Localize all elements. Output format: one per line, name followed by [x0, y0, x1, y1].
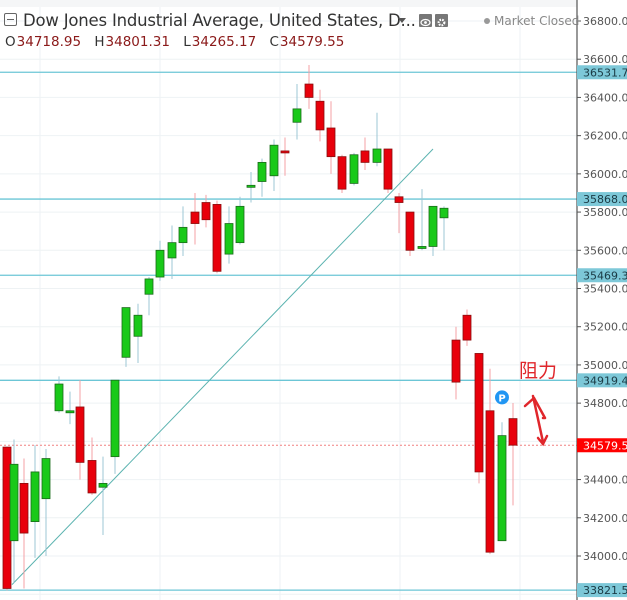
- candle-body[interactable]: [155, 249, 165, 278]
- resistance-annotation: 阻力: [519, 360, 558, 382]
- axis-tick-label: 35800.00: [583, 206, 627, 219]
- candle-body[interactable]: [360, 150, 370, 163]
- candle-body[interactable]: [394, 196, 404, 203]
- axis-tick-label: 34400.00: [583, 474, 627, 487]
- candle-body[interactable]: [349, 154, 359, 184]
- candle-body[interactable]: [246, 184, 256, 188]
- candle-body[interactable]: [304, 83, 314, 98]
- last-price-label-bg: [577, 438, 627, 453]
- price-level-label-bg: [577, 583, 627, 598]
- close-label: C: [269, 34, 279, 50]
- price-level-label: 33821.52: [583, 584, 627, 597]
- high-label: H: [94, 34, 105, 50]
- candle-body[interactable]: [65, 410, 75, 414]
- price-level-label: 35868.03: [583, 193, 627, 206]
- low-value: 34265.17: [191, 34, 257, 50]
- drawn-arrow-icon: [523, 396, 547, 420]
- close-value: 34579.55: [279, 34, 345, 50]
- axis-tick-label: 36200.00: [583, 130, 627, 143]
- candle-body[interactable]: [508, 418, 518, 446]
- low-label: L: [183, 34, 191, 50]
- candle-body[interactable]: [292, 108, 302, 123]
- candle-body[interactable]: [257, 161, 267, 182]
- price-level-label: 34919.43: [583, 374, 627, 387]
- market-status-text: Market Closed: [494, 14, 580, 28]
- high-value: 34801.31: [105, 34, 170, 50]
- candle-body[interactable]: [474, 353, 484, 473]
- candle-body[interactable]: [212, 204, 222, 272]
- candle-body[interactable]: [462, 314, 472, 341]
- top-bar: [0, 0, 627, 7]
- trendline[interactable]: [11, 148, 434, 586]
- candle-body[interactable]: [224, 223, 234, 255]
- candle-body[interactable]: [110, 379, 120, 458]
- candle-body[interactable]: [497, 435, 507, 542]
- axis-tick-label: 35600.00: [583, 244, 627, 257]
- candle-body[interactable]: [75, 406, 85, 463]
- candle-body[interactable]: [280, 150, 290, 154]
- candle-body[interactable]: [315, 100, 325, 131]
- candle-body[interactable]: [190, 211, 200, 224]
- open-value: 34718.95: [16, 34, 82, 50]
- chart-title[interactable]: Dow Jones Industrial Average, United Sta…: [4, 11, 416, 30]
- chevron-down-icon[interactable]: [398, 18, 406, 23]
- axis-tick-label: 34200.00: [583, 512, 627, 525]
- candle-body[interactable]: [167, 242, 177, 259]
- candle-body[interactable]: [19, 482, 29, 534]
- collapse-icon[interactable]: [4, 13, 17, 26]
- candle-body[interactable]: [417, 246, 427, 249]
- candle-body[interactable]: [337, 156, 347, 190]
- candle-body[interactable]: [54, 383, 64, 412]
- candle-body[interactable]: [372, 148, 382, 163]
- ohlc-values: O34718.95 H34801.31 L34265.17 C34579.55: [5, 34, 353, 50]
- candle-body[interactable]: [235, 205, 245, 244]
- candle-body[interactable]: [9, 463, 19, 542]
- price-axis[interactable]: [577, 0, 627, 600]
- candle-body[interactable]: [87, 460, 97, 494]
- candle-body[interactable]: [98, 482, 108, 488]
- axis-tick-label: 36600.00: [583, 53, 627, 66]
- drawn-arrow-head-icon: [531, 394, 549, 447]
- candle-body[interactable]: [178, 226, 188, 244]
- event-marker-icon[interactable]: [495, 390, 509, 405]
- axis-tick-label: 35400.00: [583, 282, 627, 295]
- candle-body[interactable]: [41, 458, 51, 500]
- candle-body[interactable]: [30, 471, 40, 523]
- candle-body[interactable]: [428, 205, 438, 247]
- axis-tick-label: 35000.00: [583, 359, 627, 372]
- candle-body[interactable]: [144, 278, 154, 295]
- gear-icon[interactable]: [435, 14, 448, 27]
- axis-tick-label: 35200.00: [583, 321, 627, 334]
- last-price-label: 34579.55: [583, 439, 627, 452]
- symbol-title: Dow Jones Industrial Average, United Sta…: [23, 11, 416, 30]
- candle-body[interactable]: [451, 339, 461, 383]
- candle-body[interactable]: [269, 144, 279, 177]
- candle-body[interactable]: [201, 202, 211, 221]
- price-level-label: 36531.71: [583, 66, 627, 79]
- status-dot-icon: [484, 18, 490, 24]
- candle-body[interactable]: [326, 127, 336, 158]
- candle-body[interactable]: [121, 307, 131, 358]
- price-level-label-bg: [577, 65, 627, 80]
- axis-tick-label: 34000.00: [583, 550, 627, 563]
- candle-body[interactable]: [383, 148, 393, 190]
- axis-tick-label: 36000.00: [583, 168, 627, 181]
- market-status: Market Closed: [484, 14, 579, 28]
- price-level-label-bg: [577, 268, 627, 283]
- price-level-label-bg: [577, 373, 627, 388]
- candle-body[interactable]: [485, 410, 495, 553]
- open-label: O: [5, 34, 16, 50]
- event-marker-label: P: [498, 393, 505, 404]
- eye-icon[interactable]: [419, 14, 432, 27]
- candle-body[interactable]: [405, 211, 415, 251]
- candle-body[interactable]: [133, 314, 143, 337]
- price-level-label-bg: [577, 192, 627, 207]
- axis-tick-label: 36800.00: [583, 15, 627, 28]
- axis-tick-label: 36400.00: [583, 91, 627, 104]
- axis-tick-label: 34800.00: [583, 397, 627, 410]
- candle-body[interactable]: [439, 207, 449, 219]
- price-level-label: 35469.32: [583, 269, 627, 282]
